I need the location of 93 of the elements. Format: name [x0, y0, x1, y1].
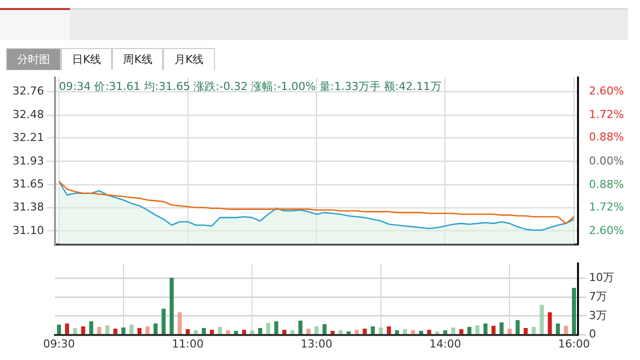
bar	[154, 324, 158, 334]
bar	[186, 329, 190, 334]
y-tick-label: 32.21	[12, 130, 44, 144]
bar	[65, 324, 70, 334]
x-tick-label: 13:00	[300, 337, 332, 350]
y-tick-label: 31.93	[12, 154, 44, 168]
bar	[378, 327, 383, 334]
bar	[314, 326, 319, 334]
bar	[242, 330, 246, 334]
bar	[435, 331, 440, 334]
y-tick-label: 3万	[589, 308, 607, 322]
bar	[346, 331, 351, 334]
bar	[516, 320, 520, 334]
x-tick-label: 16:00	[558, 337, 590, 350]
bar	[298, 320, 302, 334]
bar	[402, 329, 408, 334]
bar	[386, 326, 391, 334]
bar	[564, 326, 568, 334]
text: 月K线	[163, 48, 215, 70]
text: 分时图	[6, 48, 61, 70]
bar	[338, 330, 343, 334]
bar	[306, 328, 310, 334]
bar	[322, 324, 327, 334]
bar	[282, 330, 286, 334]
y2-tick-label: 0.88%	[589, 178, 624, 191]
bar	[218, 326, 222, 334]
bar	[556, 324, 560, 334]
y2-tick-label: 0.00%	[589, 154, 624, 168]
bar	[250, 330, 254, 334]
y2-tick-label: 0.88%	[589, 130, 624, 144]
y2-tick-label: 2.60%	[589, 84, 624, 98]
bar	[548, 312, 552, 334]
bar	[524, 328, 528, 334]
bar	[73, 328, 78, 334]
bar	[137, 328, 142, 334]
y-tick-label: 7万	[589, 290, 607, 303]
bar	[532, 326, 536, 334]
y2-tick-label: 2.60%	[589, 224, 624, 237]
x-tick-label: 09:30	[43, 337, 75, 350]
bar	[146, 326, 150, 334]
bar	[89, 321, 94, 334]
y-tick-label: 32.48	[12, 108, 44, 122]
bar	[258, 328, 262, 334]
bar	[105, 325, 110, 334]
bar	[475, 325, 480, 334]
y-tick-label: 10万	[589, 271, 614, 284]
bar	[354, 330, 359, 334]
x-tick-label: 14:00	[429, 337, 462, 350]
text: 日K线	[61, 48, 112, 70]
bar	[492, 326, 496, 334]
bar	[500, 322, 504, 334]
bar	[427, 330, 432, 334]
y-tick-label: 31.10	[12, 224, 44, 237]
bar	[572, 288, 576, 334]
bar	[394, 330, 399, 334]
bar	[443, 330, 448, 334]
bar	[540, 304, 544, 334]
bar	[121, 327, 126, 334]
bar	[178, 312, 182, 334]
bar	[113, 328, 118, 334]
y2-tick-label: 1.72%	[589, 108, 624, 122]
bar	[411, 330, 416, 334]
bar	[194, 330, 198, 334]
bar	[370, 326, 375, 334]
y-tick-label: 31.38	[12, 200, 44, 214]
bar	[210, 330, 214, 334]
bar	[97, 326, 102, 334]
bar	[234, 330, 238, 334]
text: 周K线	[112, 48, 164, 70]
y-tick-label: 32.76	[12, 84, 44, 98]
bar	[170, 278, 174, 334]
bar	[508, 328, 512, 334]
y-tick-label: 0	[589, 328, 596, 341]
bar	[362, 328, 367, 334]
bar	[330, 330, 335, 334]
bar	[57, 324, 62, 334]
bar	[467, 326, 472, 334]
bar	[162, 308, 166, 334]
y-tick-label: 31.65	[12, 178, 44, 191]
bar	[451, 327, 456, 334]
bar	[81, 326, 86, 334]
bar	[459, 329, 464, 334]
bar	[129, 324, 134, 334]
bar	[419, 330, 424, 334]
bar	[266, 322, 270, 334]
bar	[483, 324, 488, 334]
bar	[226, 330, 230, 334]
bar	[274, 321, 278, 334]
bar	[290, 330, 294, 334]
bar	[202, 328, 206, 334]
annotation: 09:34 价:31.61 均:31.65 涨跌:-0.32 涨幅:-1.00% 量:1.33万手 额:42.11万	[59, 80, 442, 93]
y2-tick-label: 1.72%	[589, 200, 624, 214]
x-tick-label: 11:00	[172, 337, 204, 350]
